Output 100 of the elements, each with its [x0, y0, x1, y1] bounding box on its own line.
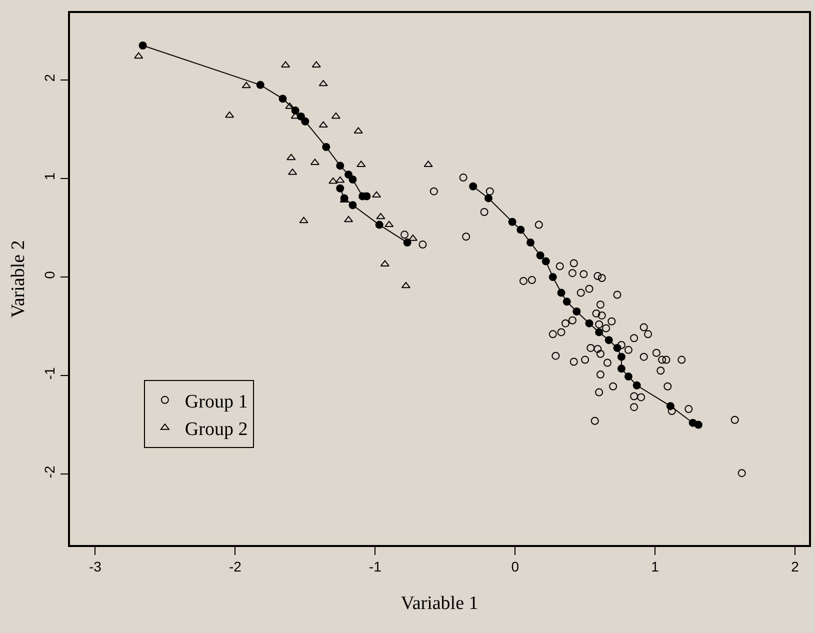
point	[556, 262, 564, 270]
point	[604, 336, 613, 344]
point	[738, 469, 746, 478]
point	[678, 356, 686, 364]
point	[278, 94, 287, 103]
point	[344, 170, 353, 179]
point	[658, 356, 666, 364]
point	[401, 282, 410, 288]
x-tick-label: 2	[791, 558, 800, 575]
point	[594, 344, 602, 353]
point	[595, 388, 604, 396]
point	[652, 348, 660, 357]
point	[640, 323, 648, 332]
point	[613, 290, 622, 299]
point	[624, 346, 632, 354]
point	[598, 274, 606, 282]
point	[596, 300, 604, 309]
point	[617, 364, 626, 373]
point	[519, 276, 528, 285]
point	[576, 288, 585, 297]
x-tick-label: -3	[88, 558, 102, 575]
point	[286, 154, 296, 160]
point	[595, 328, 604, 336]
point	[580, 270, 588, 278]
point	[480, 208, 488, 216]
point	[376, 212, 386, 220]
y-tick-label: -1	[42, 367, 58, 380]
point	[348, 201, 357, 210]
point	[684, 405, 693, 414]
point	[730, 416, 739, 424]
point	[632, 381, 641, 390]
point	[552, 352, 560, 360]
point	[630, 403, 638, 412]
point	[609, 382, 618, 390]
point	[225, 111, 234, 118]
point	[664, 382, 672, 390]
point	[585, 319, 594, 328]
point	[617, 352, 626, 361]
point	[430, 187, 438, 196]
point	[516, 226, 525, 234]
point	[301, 117, 310, 126]
y-tick-label: 2	[42, 74, 58, 82]
point	[459, 174, 468, 182]
point	[242, 82, 251, 88]
point	[570, 259, 578, 268]
point	[637, 393, 646, 402]
point	[138, 42, 147, 50]
point	[570, 358, 578, 366]
point	[403, 238, 412, 247]
point	[557, 288, 566, 297]
point	[318, 80, 328, 86]
point	[418, 240, 427, 249]
x-tick-label: -2	[228, 558, 242, 575]
point	[328, 177, 338, 184]
point	[592, 309, 600, 318]
point	[596, 350, 604, 358]
point	[486, 187, 494, 196]
point	[462, 232, 470, 241]
point	[469, 182, 478, 190]
point	[372, 191, 382, 198]
x-axis-title: Variable 1	[400, 592, 478, 614]
point	[662, 356, 670, 364]
point	[562, 298, 571, 306]
point	[617, 341, 626, 350]
point	[572, 308, 581, 316]
point	[336, 176, 345, 183]
y-tick-label: 1	[42, 172, 58, 180]
point	[336, 162, 344, 170]
point	[557, 328, 566, 336]
y-tick-label: 0	[42, 270, 58, 279]
point	[508, 218, 516, 226]
point	[694, 420, 702, 429]
point	[568, 316, 576, 324]
point	[640, 352, 648, 361]
point	[299, 216, 308, 224]
x-tick-label: 1	[651, 558, 660, 575]
point	[548, 273, 557, 282]
point	[581, 356, 590, 364]
point	[561, 319, 570, 328]
point	[400, 230, 409, 239]
point	[484, 194, 492, 202]
point	[595, 320, 604, 328]
point	[536, 251, 544, 260]
x-tick-label: 0	[511, 558, 520, 575]
point	[336, 184, 344, 192]
point	[668, 407, 676, 416]
point	[630, 334, 638, 342]
point	[603, 358, 612, 367]
point	[608, 317, 616, 326]
point	[585, 284, 594, 293]
point	[594, 272, 602, 280]
point	[596, 370, 604, 379]
y-tick-label: -2	[42, 466, 58, 478]
point	[134, 52, 144, 59]
point	[256, 80, 264, 89]
point	[528, 276, 536, 284]
point	[348, 176, 357, 184]
point	[318, 121, 328, 128]
point	[590, 416, 599, 425]
point	[602, 324, 610, 332]
